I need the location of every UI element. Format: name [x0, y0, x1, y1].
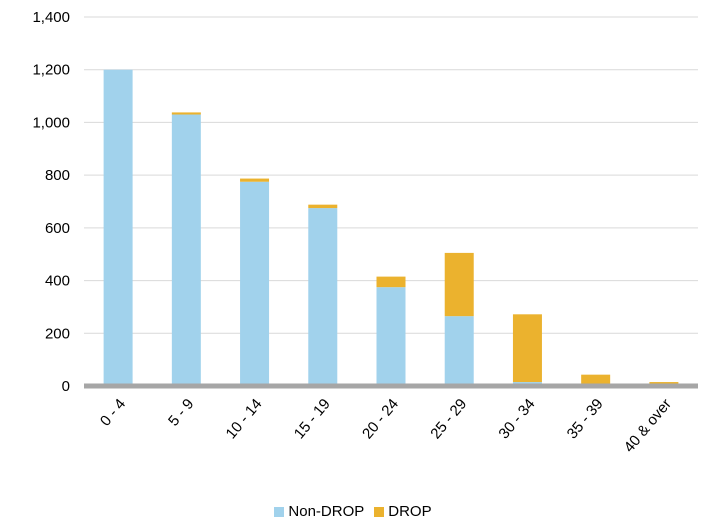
y-tick-label: 600	[45, 220, 70, 237]
bar-drop	[581, 374, 611, 385]
y-tick-label: 1,400	[32, 9, 70, 26]
x-tick-label: 40 & over	[621, 396, 675, 456]
bar-non-drop	[308, 208, 338, 386]
bar-drop	[171, 112, 201, 115]
y-axis: 0 200 400 600 800 1,000 1,200 1,400	[32, 9, 70, 395]
bars	[103, 69, 679, 387]
x-tick-label: 0 - 4	[97, 396, 129, 430]
x-tick-label: 30 - 34	[495, 396, 538, 443]
x-tick-label: 15 - 19	[291, 396, 334, 443]
legend-swatch-non-drop	[274, 506, 285, 517]
x-axis: 0 - 4 5 - 9 10 - 14 15 - 19 20 - 24 25 - 29 30…	[84, 383, 698, 456]
x-tick-label: 20 - 24	[359, 396, 402, 443]
legend-item-non-drop: Non-DROP	[274, 503, 364, 520]
bar-non-drop	[171, 114, 201, 387]
legend-label-drop: DROP	[388, 503, 432, 520]
x-tick-label: 25 - 29	[427, 396, 470, 443]
y-tick-label: 400	[45, 273, 70, 290]
bar-non-drop	[103, 69, 133, 386]
bar-drop	[512, 314, 542, 383]
x-tick-label: 10 - 14	[223, 396, 266, 443]
y-tick-label: 0	[62, 378, 70, 395]
bar-drop	[444, 252, 474, 317]
bar-drop	[376, 276, 406, 288]
x-tick-label: 5 - 9	[165, 396, 197, 430]
y-tick-label: 1,000	[32, 114, 70, 131]
bar-non-drop	[240, 181, 270, 386]
bar-drop	[308, 204, 338, 209]
legend: Non-DROP DROP	[0, 503, 706, 520]
bar-drop	[240, 178, 270, 182]
legend-swatch-drop	[374, 506, 385, 517]
y-tick-label: 200	[45, 325, 70, 342]
y-tick-label: 1,200	[32, 62, 70, 79]
y-tick-label: 800	[45, 167, 70, 184]
bar-non-drop	[376, 287, 406, 386]
bar-drop	[649, 382, 679, 385]
stacked-bar-chart: 0 200 400 600 800 1,000 1,200 1,400 0 - 4 5 - 9 1…	[32, 9, 698, 456]
legend-label-non-drop: Non-DROP	[288, 503, 365, 520]
bar-non-drop	[444, 316, 474, 386]
x-tick-label: 35 - 39	[564, 396, 607, 443]
legend-item-drop: DROP	[374, 503, 432, 520]
